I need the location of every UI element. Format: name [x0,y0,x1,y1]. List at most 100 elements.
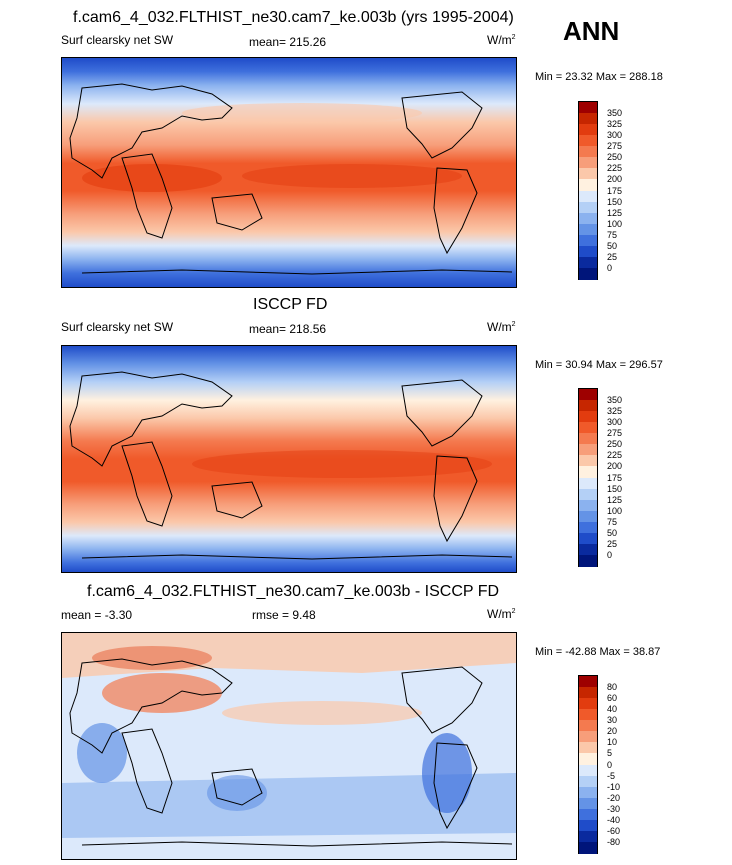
colorbar-cell [579,157,597,169]
colorbar-tick-label: 0 [607,549,613,560]
colorbar-tick-label: 175 [607,472,623,483]
colorbar-cell [579,422,597,434]
colorbar-cell [579,168,597,180]
colorbar-cell [579,400,597,412]
panel3-units: W/m2 [487,607,516,621]
colorbar-tick-label: -30 [607,803,621,814]
colorbar-cell [579,830,597,843]
colorbar-tick-label: 60 [607,693,618,704]
panel1-variable-label: Surf clearsky net SW [61,33,174,47]
colorbar-cell [579,113,597,125]
colorbar-tick-label: 80 [607,682,618,693]
panel3-rmse-label: rmse = 9.48 [252,608,316,622]
colorbar-tick-label: 0 [607,262,613,273]
colorbar-cell [579,841,597,854]
colorbar-cell [579,102,597,114]
colorbar-tick-label: 50 [607,240,618,251]
colorbar-tick-label: -10 [607,781,621,792]
colorbar-cell [579,731,597,743]
colorbar-cell [579,234,597,247]
colorbar-cell [579,797,597,810]
colorbar-cell [579,720,597,732]
colorbar-cell [579,488,597,501]
panel1-minmax: Min = 23.32 Max = 288.18 [535,71,663,83]
panel1-units: W/m2 [487,33,516,47]
colorbar-cell [579,389,597,401]
colorbar-tick-label: 250 [607,152,623,163]
colorbar-cell [579,433,597,445]
colorbar-tick-label: 150 [607,483,623,494]
panel3-field [62,633,516,859]
colorbar-cell [579,819,597,832]
colorbar-tick-label: -40 [607,814,621,825]
colorbar-cell [579,179,597,191]
colorbar-cell [579,764,597,777]
colorbar-tick-label: 5 [607,748,613,759]
panel2-map [61,345,517,573]
colorbar-cell [579,521,597,534]
colorbar-tick-label: 0 [607,759,613,770]
colorbar-cell [579,466,597,478]
panel2-title: ISCCP FD [253,296,328,313]
panel3-title: f.cam6_4_032.FLTHIST_ne30.cam7_ke.003b -… [87,583,500,600]
colorbar-cell [579,698,597,710]
colorbar-tick-label: 40 [607,704,618,715]
panel1-colorbar [578,101,598,280]
panel3-colorbar [578,675,598,854]
colorbar-tick-label: 350 [607,108,623,119]
colorbar-tick-label: 225 [607,163,623,174]
colorbar-tick-label: 125 [607,207,623,218]
colorbar-tick-label: 300 [607,130,623,141]
colorbar-cell [579,543,597,556]
colorbar-cell [579,510,597,523]
colorbar-tick-label: 10 [607,737,618,748]
colorbar-cell [579,676,597,688]
panel1-field [62,58,516,287]
colorbar-cell [579,444,597,456]
panel1-title: f.cam6_4_032.FLTHIST_ne30.cam7_ke.003b (… [73,9,514,26]
colorbar-tick-label: 75 [607,516,618,527]
colorbar-tick-label: 50 [607,527,618,538]
colorbar-cell [579,146,597,158]
season-label: ANN [563,16,620,46]
colorbar-cell [579,753,597,765]
panel2-variable-label: Surf clearsky net SW [61,320,174,334]
colorbar-cell [579,212,597,225]
colorbar-cell [579,775,597,788]
colorbar-tick-label: 100 [607,505,623,516]
colorbar-tick-label: 200 [607,174,623,185]
colorbar-cell [579,190,597,203]
panel3-map [61,632,517,860]
colorbar-tick-label: 325 [607,406,623,417]
colorbar-cell [579,554,597,567]
panel2-minmax: Min = 30.94 Max = 296.57 [535,359,663,371]
colorbar-tick-label: 300 [607,417,623,428]
colorbar-tick-label: 250 [607,439,623,450]
colorbar-cell [579,532,597,545]
colorbar-tick-label: 275 [607,428,623,439]
colorbar-cell [579,267,597,280]
panel1-mean-label: mean= 215.26 [249,35,327,49]
colorbar-cell [579,124,597,136]
colorbar-cell [579,742,597,754]
colorbar-tick-label: 100 [607,218,623,229]
panel1-map [61,57,517,288]
colorbar-cell [579,709,597,721]
colorbar-tick-label: 75 [607,229,618,240]
colorbar-tick-label: -80 [607,836,621,847]
colorbar-cell [579,223,597,236]
colorbar-cell [579,786,597,799]
colorbar-tick-label: 20 [607,726,618,737]
colorbar-tick-label: 30 [607,715,618,726]
colorbar-cell [579,135,597,147]
panel2-units: W/m2 [487,320,516,334]
colorbar-tick-label: 175 [607,185,623,196]
colorbar-cell [579,499,597,512]
panel2-colorbar [578,388,598,567]
colorbar-tick-label: 325 [607,119,623,130]
panel2-mean-label: mean= 218.56 [249,322,327,336]
colorbar-tick-label: 225 [607,450,623,461]
colorbar-tick-label: 150 [607,196,623,207]
colorbar-tick-label: 25 [607,538,618,549]
colorbar-cell [579,245,597,258]
